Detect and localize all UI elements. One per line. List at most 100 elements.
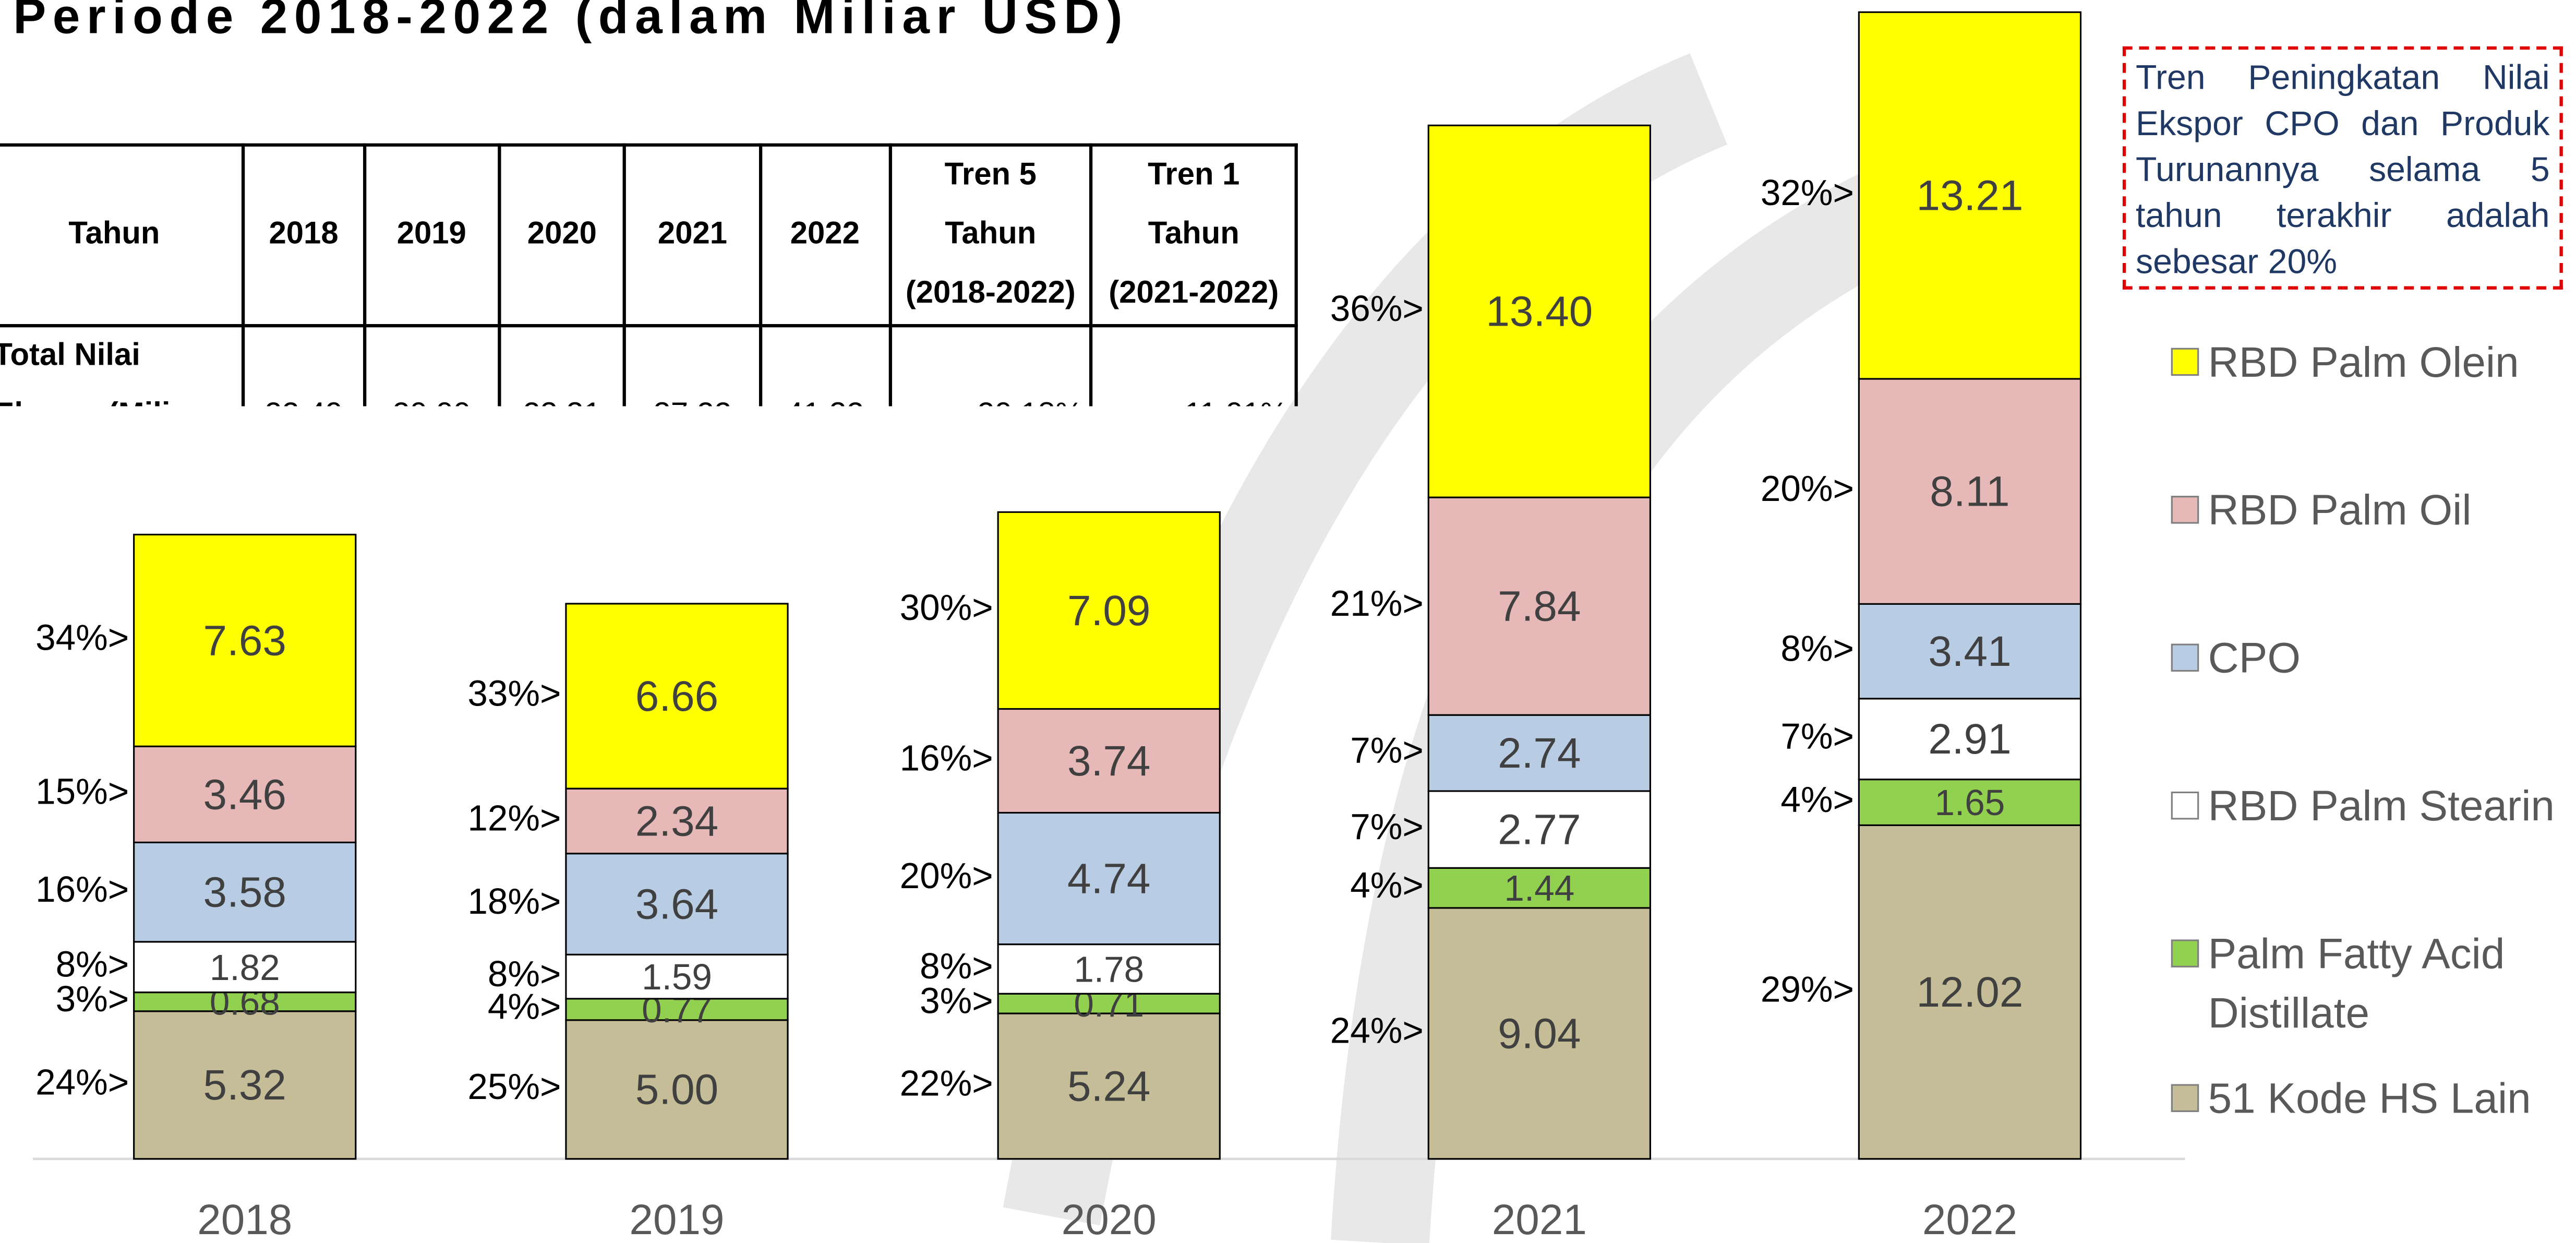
percent-label: 8%> — [56, 944, 129, 985]
legend-label: RBD Palm Olein — [2208, 337, 2519, 387]
value-label: 2.74 — [1498, 730, 1581, 777]
bar-segment — [997, 811, 1221, 946]
percent-label: 33%> — [467, 673, 561, 713]
percent-label: 8%> — [920, 946, 993, 986]
table-cell: 37.22 — [623, 324, 762, 407]
percent-label: 4%> — [1780, 779, 1854, 820]
legend-swatch — [2171, 496, 2199, 524]
percent-label: 25%> — [467, 1066, 561, 1107]
table-cell: 11.01% — [1089, 324, 1298, 407]
percent-label: 22%> — [900, 1063, 993, 1104]
value-label: 6.66 — [635, 673, 718, 720]
value-label: 1.44 — [1504, 868, 1574, 909]
header-cell: Tren 5 Tahun (2018-2022) — [888, 143, 1093, 328]
legend-swatch — [2171, 939, 2199, 967]
percent-label: 7%> — [1780, 716, 1854, 757]
value-label: 1.65 — [1935, 782, 2005, 823]
header-cell: 2019 — [362, 143, 501, 328]
table-cell: 41.32 — [758, 324, 892, 407]
value-label: 8.11 — [1930, 468, 2009, 516]
value-label: 3.41 — [1928, 628, 2011, 675]
bar-segment — [1427, 124, 1651, 498]
percent-label: 8%> — [488, 953, 561, 994]
percent-label: 4%> — [488, 986, 561, 1027]
header-cell: Tahun — [0, 143, 245, 328]
bar-segment — [565, 603, 789, 790]
bar-segment — [1858, 603, 2082, 700]
legend-item: Palm Fatty Acid Distillate — [2208, 928, 2505, 1037]
value-label: 7.09 — [1067, 587, 1150, 635]
percent-label: 20%> — [1761, 468, 1854, 509]
header-cell: 2018 — [242, 143, 366, 328]
bar-segment — [1858, 378, 2082, 605]
bar-segment — [133, 745, 357, 843]
bar-segment — [565, 1019, 789, 1160]
legend-item: 51 Kode HS Lain — [2208, 1073, 2531, 1123]
percent-label: 34%> — [35, 617, 129, 658]
percent-label: 3%> — [56, 978, 129, 1019]
data-table: Tahun 2018 2019 2020 2021 2022 Tren 5 Tahun (2… — [0, 143, 1298, 407]
annotation-wrap: Tren Peningkatan Nilai Ekspor CPO dan Pr… — [2122, 46, 2563, 290]
percent-label: 4%> — [1350, 865, 1424, 905]
value-label: 2.91 — [1928, 715, 2011, 763]
x-tick-label: 2020 — [1062, 1196, 1157, 1243]
value-label: 12.02 — [1916, 969, 2023, 1016]
legend-swatch — [2171, 348, 2199, 376]
x-tick-label: 2019 — [629, 1196, 724, 1243]
bar-segment — [1858, 779, 2082, 826]
header-cell: Tren 1 Tahun (2021-2022) — [1089, 143, 1298, 328]
value-label: 5.24 — [1067, 1062, 1150, 1110]
legend-label: CPO — [2208, 633, 2301, 683]
value-label: 3.64 — [635, 880, 718, 928]
bar-segment — [1427, 867, 1651, 909]
percent-label: 24%> — [1330, 1010, 1424, 1051]
percent-label: 29%> — [1761, 969, 1854, 1009]
table-cell: 23.31 — [497, 324, 627, 407]
value-label: 7.63 — [203, 617, 286, 664]
bar-segment — [1858, 698, 2082, 781]
bar-segment — [1427, 907, 1651, 1160]
percent-label: 3%> — [920, 980, 993, 1021]
table-row: Total Nilai Ekspor (Miliar USD)22.4920.0… — [0, 324, 1298, 407]
percent-label: 15%> — [35, 771, 129, 812]
legend-label: RBD Palm Oil — [2208, 485, 2472, 535]
header-cell: 2022 — [758, 143, 892, 328]
legend-item: RBD Palm Olein — [2208, 337, 2519, 387]
value-label: 1.82 — [210, 947, 280, 988]
value-label: 5.00 — [635, 1066, 718, 1114]
percent-label: 32%> — [1761, 172, 1854, 213]
bar-segment — [1858, 824, 2082, 1160]
percent-label: 16%> — [900, 737, 993, 778]
legend-item: RBD Palm Oil — [2208, 485, 2472, 535]
value-label: 9.04 — [1498, 1010, 1581, 1057]
percent-label: 20%> — [900, 855, 993, 896]
x-tick-label: 2022 — [1922, 1196, 2017, 1243]
legend-label: Palm Fatty Acid Distillate — [2208, 928, 2505, 1037]
bar-segment — [997, 511, 1221, 710]
value-label: 1.78 — [1074, 949, 1144, 990]
legend-item: CPO — [2208, 633, 2301, 683]
value-label: 5.32 — [203, 1061, 286, 1109]
bar-segment — [1427, 790, 1651, 869]
value-label: 2.77 — [1498, 806, 1581, 854]
table-cell: 22.49 — [242, 324, 366, 407]
percent-label: 24%> — [35, 1062, 129, 1103]
value-label: 3.74 — [1067, 737, 1150, 785]
chart-title: Periode 2018-2022 (dalam Miliar USD) — [13, 0, 1129, 44]
percent-label: 30%> — [900, 587, 993, 628]
value-label: 3.46 — [203, 771, 286, 818]
table-cell: 20.18% — [888, 324, 1093, 407]
percent-label: 7%> — [1350, 730, 1424, 770]
value-label: 13.21 — [1916, 172, 2023, 220]
header-cell: 2021 — [623, 143, 762, 328]
value-label: 1.59 — [642, 957, 712, 997]
percent-label: 7%> — [1350, 806, 1424, 847]
legend-label: 51 Kode HS Lain — [2208, 1073, 2531, 1123]
table-cell: 20.00 — [362, 324, 501, 407]
bar-segment — [1858, 11, 2082, 380]
percent-label: 18%> — [467, 881, 561, 922]
legend-item: RBD Palm Stearin — [2208, 781, 2555, 830]
table-cell: Total Nilai Ekspor (Miliar USD) — [0, 324, 245, 407]
